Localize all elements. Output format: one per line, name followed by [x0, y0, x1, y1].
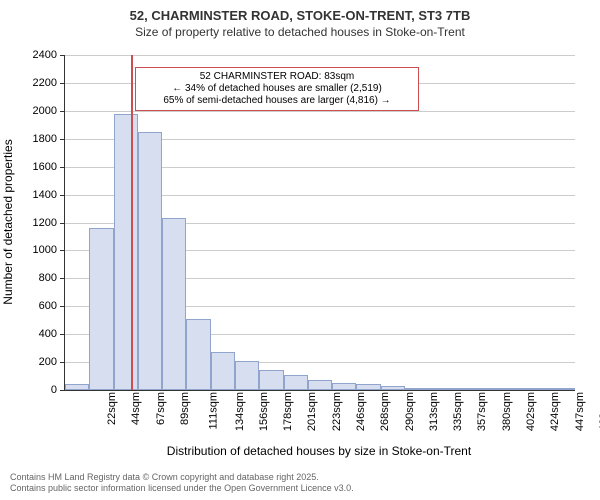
histogram-bar: [89, 228, 113, 390]
histogram-bar: [526, 388, 550, 390]
x-tick-label: 380sqm: [501, 392, 513, 431]
x-tick-label: 201sqm: [307, 392, 319, 431]
annotation-box: 52 CHARMINSTER ROAD: 83sqm ← 34% of deta…: [135, 67, 419, 111]
y-tick-label: 2400: [33, 49, 65, 61]
y-tick-label: 2200: [33, 77, 65, 89]
histogram-bar: [114, 114, 138, 390]
chart-footer: Contains HM Land Registry data © Crown c…: [10, 472, 354, 494]
histogram-bar: [502, 388, 526, 390]
y-tick-label: 2000: [33, 105, 65, 117]
annotation-line3: 65% of semi-detached houses are larger (…: [142, 95, 412, 107]
chart-title-sub: Size of property relative to detached ho…: [0, 23, 600, 39]
y-tick-label: 800: [39, 272, 65, 284]
y-axis-title: Number of detached properties: [1, 122, 15, 322]
plot-area: 0200400600800100012001400160018002000220…: [64, 55, 575, 391]
histogram-bar: [405, 388, 429, 390]
grid-line: [65, 55, 575, 56]
histogram-bar: [235, 361, 259, 390]
x-tick-label: 67sqm: [155, 392, 167, 425]
y-tick-label: 1400: [33, 189, 65, 201]
histogram-bar: [381, 386, 405, 390]
x-tick-label: 357sqm: [477, 392, 489, 431]
histogram-bar: [259, 370, 283, 390]
x-tick-label: 447sqm: [574, 392, 586, 431]
marker-line: [131, 55, 133, 390]
x-tick-label: 313sqm: [428, 392, 440, 431]
annotation-line2: ← 34% of detached houses are smaller (2,…: [142, 83, 412, 95]
footer-line1: Contains HM Land Registry data © Crown c…: [10, 472, 354, 483]
x-tick-label: 111sqm: [208, 392, 220, 430]
histogram-bar: [211, 352, 235, 390]
histogram-bar: [308, 380, 332, 390]
x-tick-label: 156sqm: [258, 392, 270, 431]
x-tick-label: 335sqm: [452, 392, 464, 431]
x-tick-label: 178sqm: [282, 392, 294, 431]
histogram-bar: [356, 384, 380, 390]
y-tick-label: 1600: [33, 161, 65, 173]
y-tick-label: 1000: [33, 244, 65, 256]
x-tick-label: 424sqm: [549, 392, 561, 431]
x-tick-label: 89sqm: [179, 392, 191, 425]
x-tick-label: 223sqm: [331, 392, 343, 431]
annotation-line1: 52 CHARMINSTER ROAD: 83sqm: [142, 71, 412, 83]
y-tick-label: 1200: [33, 217, 65, 229]
x-tick-label: 22sqm: [106, 392, 118, 425]
x-tick-label: 290sqm: [404, 392, 416, 431]
histogram-bar: [429, 388, 453, 390]
histogram-bar: [332, 383, 356, 390]
x-tick-label: 134sqm: [234, 392, 246, 431]
histogram-bar: [284, 375, 308, 390]
histogram-bar: [138, 132, 162, 390]
histogram-bar: [454, 388, 478, 390]
y-tick-label: 0: [51, 384, 65, 396]
histogram-bar: [551, 388, 575, 390]
y-tick-label: 400: [39, 328, 65, 340]
x-tick-label: 44sqm: [130, 392, 142, 425]
histogram-bar: [65, 384, 89, 390]
histogram-bar: [162, 218, 186, 390]
histogram-bar: [186, 319, 210, 390]
x-tick-label: 246sqm: [355, 392, 367, 431]
footer-line2: Contains public sector information licen…: [10, 483, 354, 494]
x-tick-label: 402sqm: [525, 392, 537, 431]
chart-title-main: 52, CHARMINSTER ROAD, STOKE-ON-TRENT, ST…: [0, 0, 600, 23]
chart-container: 52, CHARMINSTER ROAD, STOKE-ON-TRENT, ST…: [0, 0, 600, 500]
y-tick-label: 1800: [33, 133, 65, 145]
x-tick-label: 268sqm: [379, 392, 391, 431]
x-axis-title: Distribution of detached houses by size …: [64, 444, 574, 458]
y-tick-label: 600: [39, 300, 65, 312]
histogram-bar: [478, 388, 502, 390]
y-tick-label: 200: [39, 356, 65, 368]
